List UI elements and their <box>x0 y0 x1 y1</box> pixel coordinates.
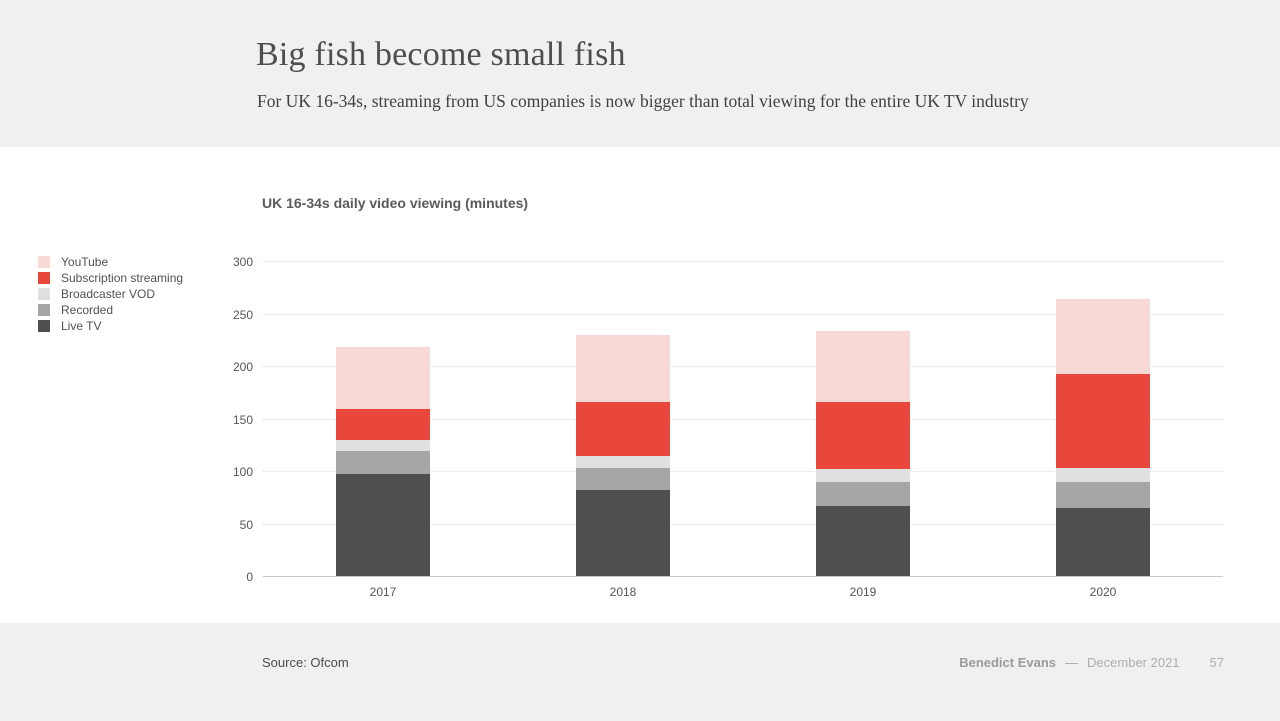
slide-subtitle: For UK 16-34s, streaming from US compani… <box>257 91 1029 111</box>
plot-area <box>263 261 1223 577</box>
x-axis-tick-label: 2020 <box>1089 585 1117 599</box>
legend-item: Subscription streaming <box>38 270 183 286</box>
bar-segment <box>576 467 670 490</box>
bar-segment <box>816 468 910 482</box>
slide-title: Big fish become small fish <box>256 36 626 73</box>
bar-segment <box>576 456 670 468</box>
legend-label: Subscription streaming <box>61 271 184 285</box>
legend-label: Recorded <box>61 303 114 317</box>
bar-segment <box>816 331 910 402</box>
bar-segment <box>336 347 430 410</box>
bar-segment <box>336 439 430 452</box>
legend-item: Live TV <box>38 318 183 334</box>
bar-segment <box>336 474 430 576</box>
footer-source: Source: Ofcom <box>262 655 349 670</box>
x-axis-tick-label: 2019 <box>849 585 877 599</box>
legend-label: YouTube <box>61 255 109 269</box>
legend-swatch-icon <box>38 304 50 316</box>
bar-segment <box>1056 481 1150 508</box>
legend-label: Live TV <box>61 319 102 333</box>
y-axis-tick-label: 50 <box>239 517 253 532</box>
bar-segment <box>816 481 910 506</box>
bar-segment <box>576 489 670 576</box>
header-band: Big fish become small fish For UK 16-34s… <box>0 0 1280 147</box>
bar-segment <box>576 401 670 457</box>
chart-title: UK 16-34s daily video viewing (minutes) <box>262 195 529 211</box>
y-axis-tick-labels: 0 50 100 150 200 250 300 <box>0 255 253 584</box>
bar-group-2019 <box>816 331 910 576</box>
y-axis-tick-label: 200 <box>232 360 253 374</box>
bar-segment <box>1056 374 1150 468</box>
x-axis-tick-labels: 2017 2018 2019 2020 <box>263 584 1223 600</box>
gridline <box>263 523 1223 525</box>
bar-segment <box>576 334 670 402</box>
legend-swatch-icon <box>38 320 50 332</box>
x-axis-tick-label: 2017 <box>369 585 397 599</box>
gridline <box>263 418 1223 420</box>
y-axis-tick-label: 100 <box>232 465 253 479</box>
legend-item: Recorded <box>38 302 183 318</box>
bar-group-2018 <box>576 334 670 576</box>
footer-attribution: Benedict Evans — December 2021 57 <box>959 655 1224 670</box>
footer-separator: — <box>1065 655 1079 670</box>
x-axis-tick-label: 2018 <box>609 585 637 599</box>
x-axis-line <box>263 576 1223 577</box>
footer-page-number: 57 <box>1209 655 1224 670</box>
legend-item: YouTube <box>38 254 183 270</box>
bar-segment <box>816 505 910 576</box>
legend-swatch-icon <box>38 272 50 284</box>
legend-label: Broadcaster VOD <box>61 287 156 301</box>
footer-band: Source: Ofcom Benedict Evans — December … <box>0 623 1280 721</box>
gridline <box>263 261 1223 262</box>
bar-segment <box>336 451 430 475</box>
bar-segment <box>336 409 430 440</box>
y-axis-tick-label: 150 <box>232 412 253 427</box>
legend: YouTube Subscription streaming Broadcaster… <box>38 254 183 334</box>
bar-segment <box>1056 507 1150 576</box>
footer-author: Benedict Evans <box>959 655 1057 670</box>
y-axis-tick-label: 250 <box>232 307 253 322</box>
legend-swatch-icon <box>38 288 50 300</box>
legend-item: Broadcaster VOD <box>38 286 183 302</box>
legend-swatch-icon <box>38 256 50 268</box>
bar-group-2017 <box>336 347 430 576</box>
bar-segment <box>1056 467 1150 482</box>
bar-group-2020 <box>1056 298 1150 576</box>
y-axis-tick-label: 300 <box>232 255 253 269</box>
gridline <box>263 313 1223 315</box>
gridline <box>263 471 1223 472</box>
bar-segment <box>816 401 910 469</box>
y-axis-tick-label: 0 <box>246 570 253 584</box>
bar-segment <box>1056 298 1150 375</box>
footer-date: December 2021 <box>1087 655 1180 670</box>
gridline <box>263 366 1223 367</box>
